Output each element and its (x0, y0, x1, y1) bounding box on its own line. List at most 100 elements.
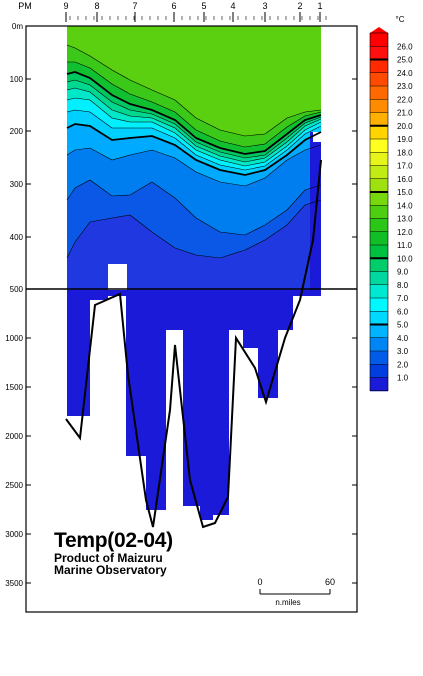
colorbar-swatch (370, 284, 388, 299)
colorbar-swatch (370, 324, 388, 339)
depth-tick-label: 200 (10, 127, 24, 136)
station-label: 9 (63, 1, 68, 11)
colorbar-swatch (370, 59, 388, 74)
colorbar-swatch (370, 125, 388, 140)
colorbar-swatch (370, 351, 388, 365)
colorbar-swatch (370, 112, 388, 127)
deep-water-column (90, 296, 108, 300)
no-data-gap (108, 264, 127, 290)
colorbar-swatch (370, 298, 388, 312)
deep-water-column (229, 296, 243, 330)
colorbar-label: 10.0 (397, 254, 413, 263)
colorbar-label: 20.0 (397, 122, 413, 131)
colorbar-label: 14.0 (397, 201, 413, 210)
colorbar-label: 21.0 (397, 109, 413, 118)
colorbar-label: 2.0 (397, 360, 409, 369)
colorbar-label: 24.0 (397, 69, 413, 78)
colorbar-label: 6.0 (397, 307, 409, 316)
colorbar-swatch (370, 205, 388, 219)
depth-tick-label: 3500 (5, 579, 23, 588)
distance-scale-bar: 0 60 n.miles (257, 577, 335, 607)
station-label: 1 (317, 1, 322, 11)
colorbar-label: 3.0 (397, 347, 409, 356)
isotherm-line (66, 109, 322, 171)
deep-water-column (126, 296, 146, 456)
deep-water-column (243, 296, 258, 348)
isotherm-contours (66, 44, 322, 259)
deep-water-column (200, 296, 213, 520)
colorbar-swatch (370, 377, 388, 392)
temperature-fill (67, 26, 321, 520)
colorbar-swatch (370, 139, 388, 153)
colorbar-label: 17.0 (397, 162, 413, 171)
colorbar-label: 13.0 (397, 215, 413, 224)
colorbar-swatch (370, 72, 388, 87)
isotherm-line (67, 61, 322, 148)
deep-water-column (213, 296, 229, 515)
scale-bar-start-label: 0 (257, 577, 262, 587)
deep-water-column (278, 296, 293, 330)
no-data-gap (313, 132, 321, 142)
depth-tick-label: 1000 (5, 334, 23, 343)
colorbar-unit: °C (396, 15, 405, 24)
colorbar-swatch (370, 178, 388, 193)
colorbar-swatch (370, 337, 388, 352)
colorbar-label: 9.0 (397, 268, 409, 277)
colorbar-label: 12.0 (397, 228, 413, 237)
colorbar-label: 5.0 (397, 321, 409, 330)
station-label: 5 (201, 1, 206, 11)
colorbar-label: 18.0 (397, 148, 413, 157)
depth-axis: 0m 100 200 300 400 500 1000 1500 2000 2500 3000 350… (5, 22, 357, 588)
colorbar-label: 26.0 (397, 42, 413, 51)
isotherm-line (66, 179, 322, 236)
colorbar-label: 22.0 (397, 95, 413, 104)
depth-tick-label: 1500 (5, 383, 23, 392)
plot-border (25, 25, 358, 613)
colorbar-label: 19.0 (397, 135, 413, 144)
deep-water-column (183, 296, 200, 506)
colorbar-swatch (370, 245, 388, 259)
isotherm-line (66, 199, 322, 259)
depth-tick-label: 500 (10, 285, 24, 294)
colorbar-swatch (370, 364, 388, 378)
colorbar-swatch (370, 218, 388, 233)
colorbar-label: 23.0 (397, 82, 413, 91)
deep-water-column (258, 296, 278, 398)
colorbar-label: 4.0 (397, 334, 409, 343)
colorbar-swatch (370, 99, 388, 113)
station-label: 3 (262, 1, 267, 11)
depth-tick-label: 3000 (5, 530, 23, 539)
colorbar-swatch (370, 165, 388, 180)
isotherm-line (66, 87, 322, 163)
isotherm-line (66, 144, 322, 187)
colorbar-swatch (370, 46, 388, 60)
colorbar-swatch (370, 33, 388, 47)
station-axis: PM 9 8 7 6 5 4 3 2 1 (18, 1, 327, 22)
depth-tick-label: 100 (10, 75, 24, 84)
isotherm-line (66, 97, 322, 167)
bathymetry-profile (65, 159, 322, 529)
depth-tick-label: 0m (12, 22, 23, 31)
isotherm-band (67, 26, 321, 136)
colorbar-swatch (370, 258, 388, 272)
colorbar-label: 1.0 (397, 374, 409, 383)
plot-frame (25, 25, 358, 613)
colorbar-label: 11.0 (397, 241, 413, 250)
station-label: 8 (94, 1, 99, 11)
deep-water-column (67, 296, 90, 416)
bathymetry-line (65, 159, 322, 529)
colorbar-swatch (370, 311, 388, 325)
colorbar-swatch (370, 86, 388, 100)
isotherm-line (66, 44, 322, 137)
scale-bar-unit: n.miles (275, 598, 300, 607)
colorbar-label: 16.0 (397, 175, 413, 184)
depth-tick-label: 300 (10, 180, 24, 189)
colorbar-label: 15.0 (397, 188, 413, 197)
scale-bar-end-label: 60 (325, 577, 335, 587)
depth-tick-label: 2000 (5, 432, 23, 441)
station-label: 4 (230, 1, 235, 11)
colorbar-swatch (370, 192, 388, 206)
isotherm-line (66, 79, 322, 159)
station-label: 2 (297, 1, 302, 11)
